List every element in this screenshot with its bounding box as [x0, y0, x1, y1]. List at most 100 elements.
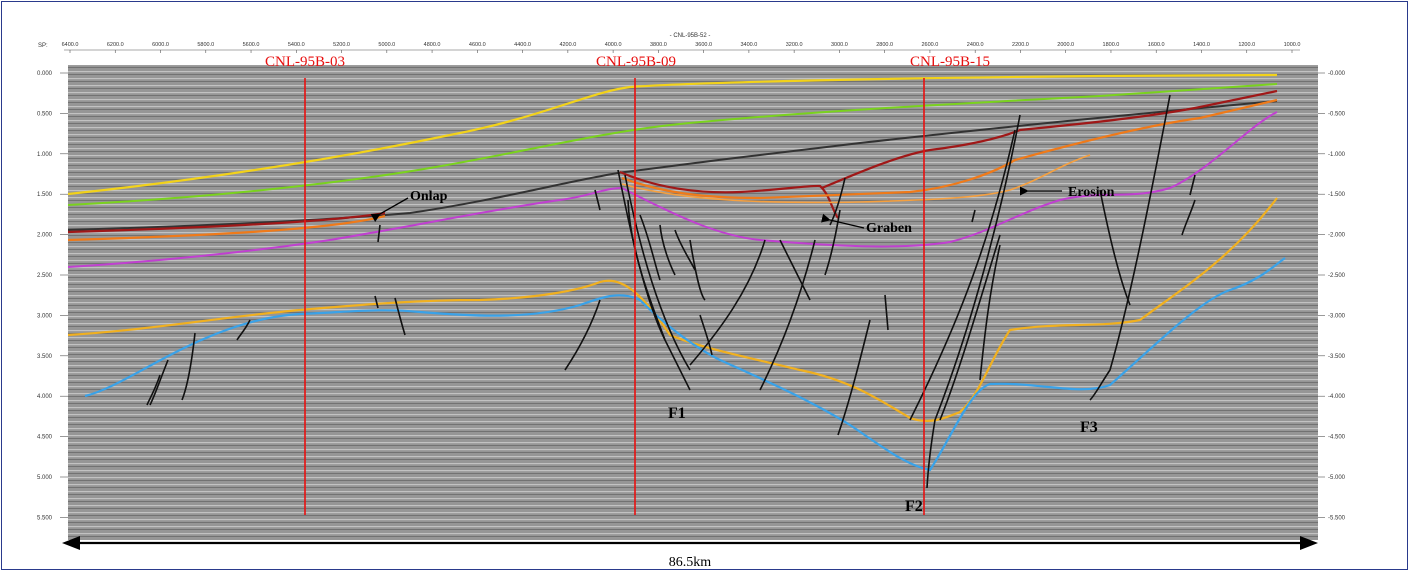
fault-label-f2: F2	[905, 498, 923, 515]
shotpoint-tick-label: 5800.0	[197, 42, 214, 48]
fault-line	[617, 169, 691, 391]
shotpoint-tick-label: 5600.0	[243, 42, 260, 48]
shotpoint-tick-label: 3600.0	[695, 42, 712, 48]
horizons	[68, 73, 1286, 472]
time-tick-label: -5.500	[1328, 515, 1346, 521]
shotpoint-tick-label: 4000.0	[605, 42, 622, 48]
time-tick-label: 2.000	[37, 233, 53, 239]
fault-line	[149, 359, 169, 406]
shotpoint-tick-label: 3800.0	[650, 42, 667, 48]
shotpoint-tick-label: 2000.0	[1057, 42, 1074, 48]
fault-line	[824, 209, 841, 276]
shotpoint-tick-label: 3000.0	[831, 42, 848, 48]
well-cnl-95b-03: CNL-95B-03	[265, 54, 345, 515]
fault-line	[181, 332, 196, 401]
time-tick-label: 5.000	[37, 475, 53, 481]
time-tick-label: -0.000	[1328, 71, 1346, 77]
shotpoint-tick-label: 2400.0	[967, 42, 984, 48]
shotpoint-tick-label: 1800.0	[1103, 42, 1120, 48]
horizon-magenta	[68, 111, 1278, 268]
well-label: CNL-95B-09	[596, 54, 676, 70]
time-tick-label: -4.000	[1328, 394, 1346, 400]
fault-line	[374, 295, 379, 309]
shotpoint-tick-label: 1400.0	[1193, 42, 1210, 48]
horizon-blue	[84, 257, 1286, 472]
horizon-gold	[68, 197, 1278, 422]
fault-line	[674, 229, 696, 271]
fault-line	[394, 297, 406, 336]
scale-bar: 86.5km	[62, 536, 1318, 570]
fault-line	[564, 299, 601, 371]
fault-line	[1181, 199, 1196, 236]
fault-line	[979, 244, 1001, 381]
shotpoint-tick-label: 6400.0	[62, 42, 79, 48]
fault-line	[689, 239, 706, 301]
fault-line	[659, 224, 676, 276]
onlap-arrow	[370, 197, 409, 223]
shotpoint-tick-label: 4800.0	[424, 42, 441, 48]
fault-line	[779, 239, 811, 301]
time-axis-right: -0.000 -0.500 -1.000 -1.500 -2.000 -2.500 -3.0…	[1318, 71, 1346, 521]
time-tick-label: 4.500	[37, 435, 53, 441]
horizon-yellow-top	[68, 73, 1278, 196]
time-tick-label: 0.000	[37, 71, 53, 77]
shotpoint-tick-label: 2800.0	[876, 42, 893, 48]
horizon-green	[68, 83, 1278, 206]
line-name: - CNL-95B-52 -	[670, 33, 711, 39]
horizon-darkred	[68, 89, 1278, 234]
time-tick-label: -3.000	[1328, 313, 1346, 319]
fault-line	[236, 319, 251, 341]
graben-arrow	[820, 213, 865, 229]
fault-line	[146, 374, 161, 406]
scale-bar-label: 86.5km	[669, 555, 712, 570]
fault-line	[1099, 189, 1131, 306]
shotpoint-tick-label: 2200.0	[1012, 42, 1029, 48]
shotpoint-tick-label: 4200.0	[559, 42, 576, 48]
shotpoint-tick-label: 1600.0	[1148, 42, 1165, 48]
fault-line	[377, 224, 381, 243]
well-label: CNL-95B-15	[910, 54, 990, 70]
shotpoint-tick-label: 4600.0	[469, 42, 486, 48]
fault-line	[909, 129, 1016, 421]
well-label: CNL-95B-03	[265, 54, 345, 70]
erosion-label: Erosion	[1068, 185, 1115, 200]
time-tick-label: -5.000	[1328, 475, 1346, 481]
annotations: Onlap Graben Erosion F1 F2 F3	[370, 185, 1115, 515]
shotpoint-tick-label: 2600.0	[922, 42, 939, 48]
scale-arrow-right	[1300, 536, 1318, 550]
time-tick-label: -1.500	[1328, 192, 1346, 198]
time-tick-label: -2.000	[1328, 233, 1346, 239]
fault-line	[624, 174, 691, 371]
horizon-orange	[68, 98, 1278, 242]
fault-line	[627, 199, 666, 341]
onlap-label: Onlap	[410, 189, 448, 204]
time-tick-label: -1.000	[1328, 152, 1346, 158]
time-tick-label: 3.500	[37, 354, 53, 360]
fault-label-f1: F1	[668, 405, 686, 422]
fault-line	[594, 189, 601, 211]
time-axis-left: 0.000 0.500 1.000 1.500 2.000 2.500 3.000 3.500…	[37, 71, 68, 521]
time-tick-label: 2.500	[37, 273, 53, 279]
well-cnl-95b-09: CNL-95B-09	[596, 54, 676, 515]
graben-label: Graben	[866, 221, 912, 236]
shotpoint-tick-label: 5400.0	[288, 42, 305, 48]
shotpoint-tick-label: 4400.0	[514, 42, 531, 48]
wells: CNL-95B-03 CNL-95B-09 CNL-95B-15	[265, 54, 990, 515]
time-tick-label: 1.500	[37, 192, 53, 198]
seismic-background	[68, 65, 1318, 540]
time-tick-label: -3.500	[1328, 354, 1346, 360]
shotpoint-axis-label: SP:	[38, 43, 48, 49]
fault-line	[1089, 94, 1171, 401]
fault-line	[829, 177, 846, 226]
shotpoint-tick-label: 1000.0	[1284, 42, 1301, 48]
time-tick-label: 0.500	[37, 111, 53, 117]
scale-arrow-left	[62, 536, 80, 550]
shotpoint-axis: SP: - CNL-95B-52 - 6400.0 6200.0 6000.0 580…	[38, 33, 1300, 53]
time-tick-label: 1.000	[37, 152, 53, 158]
time-tick-label: 3.000	[37, 313, 53, 319]
fault-line	[699, 314, 713, 356]
fault-line	[884, 294, 889, 331]
